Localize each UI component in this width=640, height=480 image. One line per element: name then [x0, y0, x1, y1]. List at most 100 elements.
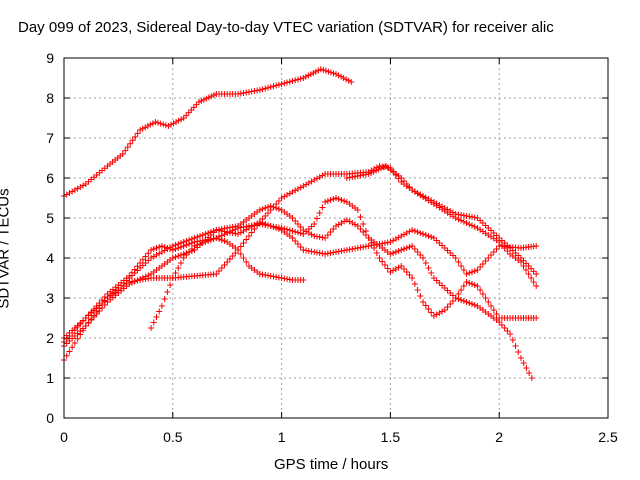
data-point	[357, 214, 364, 220]
data-point	[300, 227, 307, 233]
data-point	[352, 221, 359, 228]
data-point	[265, 84, 271, 91]
data-point	[177, 244, 184, 250]
data-point	[66, 348, 73, 355]
data-point	[229, 253, 236, 259]
data-point	[403, 269, 410, 275]
series-sat-c	[61, 163, 540, 363]
data-point	[132, 133, 139, 140]
data-point	[349, 220, 356, 226]
data-point	[172, 254, 179, 260]
data-point	[362, 232, 369, 238]
data-point	[278, 81, 285, 87]
data-point	[139, 125, 146, 132]
data-point	[129, 279, 135, 286]
data-point	[330, 226, 337, 232]
data-point	[422, 232, 429, 238]
data-point	[278, 195, 285, 201]
data-point	[428, 270, 435, 276]
data-point	[167, 282, 174, 288]
data-point	[335, 221, 342, 228]
data-point	[411, 281, 418, 287]
data-point	[333, 71, 339, 77]
data-point	[444, 304, 451, 310]
data-point	[281, 80, 288, 87]
x-tick-label: 2.5	[598, 429, 618, 445]
data-point	[69, 344, 76, 351]
data-point	[387, 239, 394, 245]
chart-title: Day 099 of 2023, Sidereal Day-to-day VTE…	[18, 19, 554, 36]
data-point	[300, 277, 307, 283]
data-point	[523, 260, 530, 267]
data-point	[245, 233, 252, 239]
x-tick-label: 1	[278, 429, 286, 445]
data-point	[460, 298, 467, 304]
data-point	[425, 265, 432, 271]
grid-lines	[64, 58, 608, 418]
data-point	[177, 260, 184, 266]
data-point	[409, 227, 416, 233]
data-point	[354, 207, 361, 213]
data-point	[373, 250, 380, 256]
data-point	[390, 250, 397, 256]
data-point	[77, 184, 84, 190]
data-point	[175, 265, 182, 271]
data-point	[493, 246, 500, 252]
data-point	[485, 255, 492, 261]
data-point	[292, 228, 299, 235]
data-point	[63, 352, 70, 359]
data-point	[311, 177, 318, 183]
data-point	[256, 87, 263, 93]
data-point	[379, 258, 386, 265]
data-point	[101, 294, 108, 300]
y-tick-label: 3	[46, 290, 54, 306]
data-point	[188, 107, 195, 113]
data-point	[533, 243, 540, 249]
data-point	[515, 349, 522, 355]
data-point	[449, 298, 456, 304]
data-point	[466, 221, 473, 228]
data-point	[338, 73, 345, 80]
data-point	[259, 206, 266, 212]
data-point	[193, 101, 200, 108]
data-point	[482, 258, 489, 264]
data-point	[243, 259, 250, 265]
x-tick-label: 0	[60, 429, 68, 445]
data-point	[286, 190, 293, 197]
data-point	[409, 243, 416, 249]
data-point	[325, 68, 332, 75]
data-point	[469, 301, 475, 307]
data-point	[341, 198, 348, 204]
data-point	[341, 218, 348, 225]
data-point	[392, 266, 399, 272]
data-point	[452, 255, 459, 261]
data-point	[528, 275, 535, 281]
data-point	[218, 265, 225, 271]
y-tick-label: 0	[46, 410, 54, 426]
data-point	[175, 117, 182, 124]
data-point	[322, 199, 329, 205]
data-point	[333, 195, 339, 201]
data-point	[85, 312, 92, 318]
data-point	[406, 184, 413, 190]
data-point	[384, 265, 391, 272]
data-point	[148, 247, 155, 253]
data-point	[338, 197, 345, 203]
data-point	[237, 243, 244, 250]
data-point	[180, 243, 187, 249]
data-point	[169, 247, 176, 253]
data-point	[398, 233, 405, 239]
data-point	[316, 174, 323, 180]
plot-frame	[63, 57, 609, 419]
data-point	[392, 236, 399, 242]
data-point	[281, 225, 288, 232]
data-point	[137, 260, 144, 266]
data-point	[488, 303, 495, 309]
data-point	[330, 196, 337, 202]
data-point	[530, 279, 537, 285]
data-point	[278, 225, 285, 231]
data-point	[96, 300, 103, 306]
data-point	[180, 255, 187, 261]
data-point	[286, 78, 293, 85]
data-point	[224, 259, 231, 265]
